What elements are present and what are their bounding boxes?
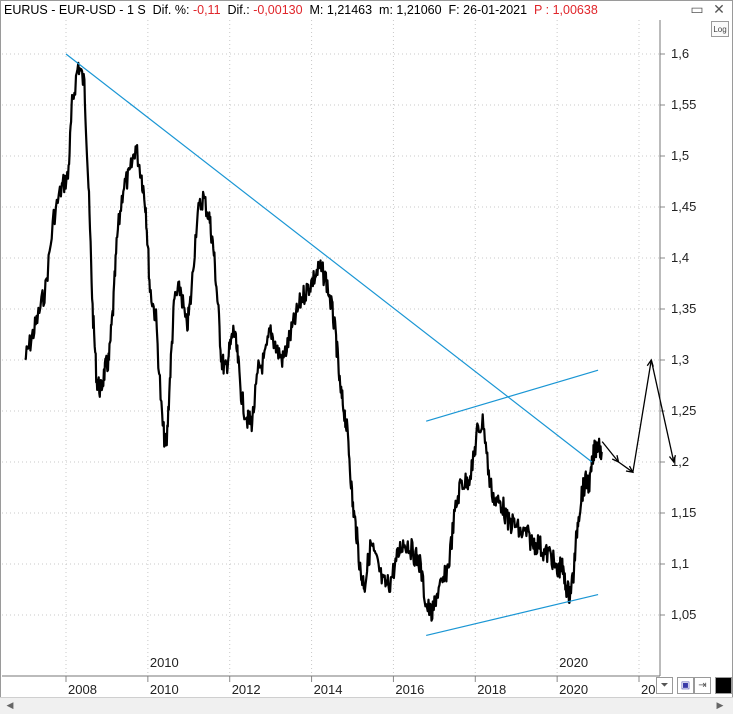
projection-arrowhead <box>668 455 677 464</box>
x-secondary-tick-label: 2020 <box>559 655 588 670</box>
horizontal-scrollbar[interactable]: ◀ ▶ <box>0 697 733 714</box>
y-tick-label: 1,25 <box>671 403 696 418</box>
projection-segment <box>618 461 634 473</box>
y-tick-label: 1,2 <box>671 454 689 469</box>
instrument-name: EUR-USD <box>58 3 116 17</box>
y-tick-label: 1,6 <box>671 46 689 61</box>
scroll-left-icon[interactable]: ◀ <box>6 701 14 711</box>
max-value: 1,21463 <box>326 3 373 17</box>
projection-segment <box>601 441 620 463</box>
projection-segment <box>632 359 652 473</box>
dif-label: Dif.: <box>227 3 250 17</box>
date-label: F: <box>448 3 460 17</box>
p-value: 1,00638 <box>552 3 598 17</box>
x-tick-label: 2016 <box>395 682 424 697</box>
trendline-2 <box>426 594 599 636</box>
x-tick-label: 2014 <box>314 682 343 697</box>
y-tick-label: 1,4 <box>671 250 689 265</box>
separator: - <box>47 3 59 17</box>
log-scale-button[interactable]: Log <box>711 21 729 37</box>
min-value: 1,21060 <box>396 3 442 17</box>
y-tick-label: 1,45 <box>671 199 696 214</box>
p-label: P : <box>534 3 550 17</box>
x-tick-label: 2018 <box>477 682 506 697</box>
y-tick-label: 1,1 <box>671 556 689 571</box>
minimize-icon[interactable]: ▭ <box>690 2 704 18</box>
trendline-0 <box>65 53 593 463</box>
scroll-right-icon[interactable]: ▶ <box>716 701 724 711</box>
dif-pct-label: Dif. %: <box>152 3 190 17</box>
y-tick-label: 1,15 <box>671 505 696 520</box>
price-series-0 <box>24 61 603 622</box>
color-swatch-icon[interactable] <box>715 677 732 694</box>
chart-header: EURUS - EUR-USD - 1 S Dif. %: -0,11 Dif.… <box>4 2 598 18</box>
projection-segment <box>650 359 675 463</box>
y-tick-label: 1,55 <box>671 97 696 112</box>
save-icon[interactable]: ▣ <box>677 677 694 694</box>
x-tick-label: 2008 <box>68 682 97 697</box>
separator: - <box>115 3 127 17</box>
trendline-1 <box>426 369 599 422</box>
pin-icon[interactable]: ⇥ <box>694 677 711 694</box>
date-value: 26-01-2021 <box>463 3 528 17</box>
y-tick-label: 1,35 <box>671 301 696 316</box>
max-label: M: <box>309 3 324 17</box>
dif-value: -0,00130 <box>253 3 303 17</box>
dif-pct-value: -0,11 <box>192 3 221 17</box>
x-tick-label: 2020 <box>559 682 588 697</box>
symbol: EURUS <box>4 3 48 17</box>
y-tick-label: 1,3 <box>671 352 689 367</box>
x-tick-label: 2010 <box>150 682 179 697</box>
x-tick-label: 2012 <box>232 682 261 697</box>
x-secondary-tick-label: 2010 <box>150 655 179 670</box>
min-label: m: <box>379 3 393 17</box>
period: 1 S <box>126 3 146 17</box>
y-tick-label: 1,5 <box>671 148 689 163</box>
y-tick-label: 1,05 <box>671 607 696 622</box>
close-icon[interactable]: ✕ <box>713 2 725 18</box>
chart-type-icon[interactable]: ⏷ <box>656 677 673 694</box>
